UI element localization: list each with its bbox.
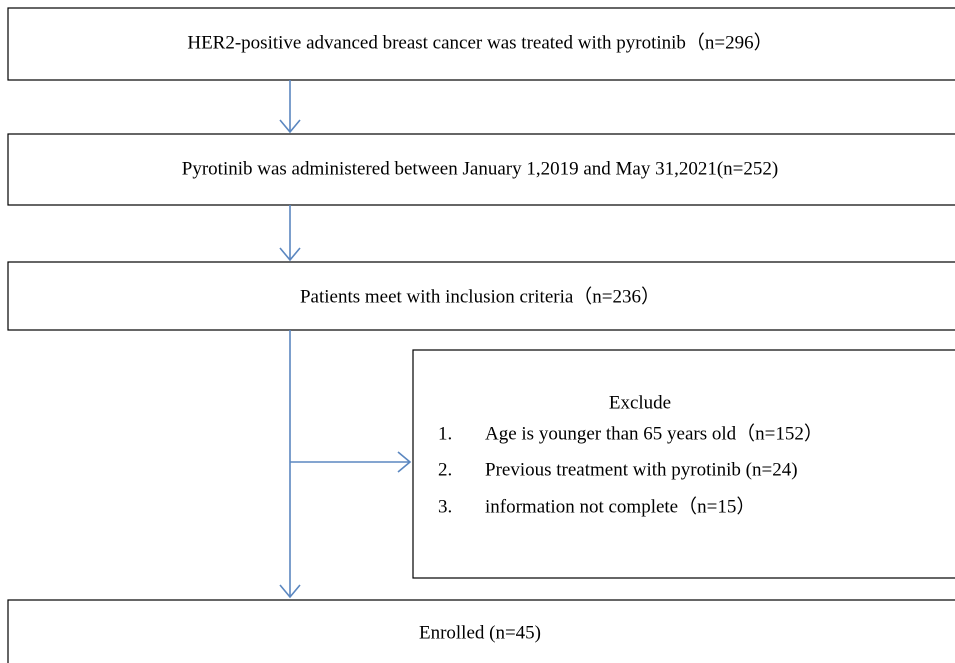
node-label: Enrolled (n=45) — [419, 622, 541, 643]
box — [7, 7, 955, 81]
node-label: Pyrotinib was administered between Janua… — [182, 158, 778, 179]
arrow — [279, 330, 301, 599]
item-number: 2. — [438, 459, 452, 480]
item-text: information not complete（n=15） — [485, 495, 755, 517]
box — [7, 133, 955, 206]
arrow — [290, 451, 412, 473]
node-label: Patients meet with inclusion criteria（n=… — [300, 285, 660, 307]
exclusion-title: Exclude — [609, 392, 671, 413]
item-text: Previous treatment with pyrotinib (n=24) — [485, 459, 798, 480]
arrow — [279, 80, 301, 134]
box — [7, 599, 955, 663]
arrow — [279, 205, 301, 262]
box — [7, 261, 955, 331]
node-label: HER2-positive advanced breast cancer was… — [187, 31, 772, 53]
item-number: 3. — [438, 496, 452, 517]
item-number: 1. — [438, 423, 452, 444]
exclusion-box — [412, 349, 955, 579]
item-text: Age is younger than 65 years old（n=152） — [485, 422, 823, 444]
